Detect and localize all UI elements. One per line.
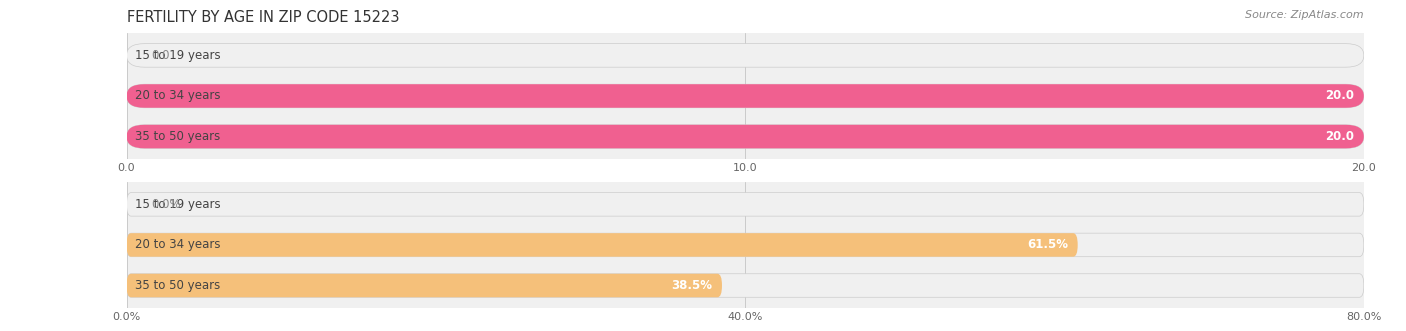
Text: 20 to 34 years: 20 to 34 years	[135, 89, 221, 103]
Text: 0.0: 0.0	[152, 49, 170, 62]
FancyBboxPatch shape	[127, 125, 1364, 148]
Text: 35 to 50 years: 35 to 50 years	[135, 279, 221, 292]
FancyBboxPatch shape	[127, 233, 1078, 257]
Text: FERTILITY BY AGE IN ZIP CODE 15223: FERTILITY BY AGE IN ZIP CODE 15223	[127, 10, 399, 25]
FancyBboxPatch shape	[127, 125, 1364, 148]
Text: 38.5%: 38.5%	[671, 279, 711, 292]
FancyBboxPatch shape	[127, 84, 1364, 108]
Text: 35 to 50 years: 35 to 50 years	[135, 130, 221, 143]
Text: 20.0: 20.0	[1324, 89, 1354, 103]
FancyBboxPatch shape	[127, 193, 1364, 216]
FancyBboxPatch shape	[127, 274, 723, 297]
FancyBboxPatch shape	[127, 44, 1364, 67]
Text: 15 to 19 years: 15 to 19 years	[135, 198, 221, 211]
FancyBboxPatch shape	[127, 233, 1364, 257]
Text: 0.0%: 0.0%	[152, 198, 181, 211]
Text: Source: ZipAtlas.com: Source: ZipAtlas.com	[1246, 10, 1364, 20]
Text: 20 to 34 years: 20 to 34 years	[135, 238, 221, 252]
Text: 15 to 19 years: 15 to 19 years	[135, 49, 221, 62]
Text: 20.0: 20.0	[1324, 130, 1354, 143]
Text: 61.5%: 61.5%	[1026, 238, 1067, 252]
FancyBboxPatch shape	[127, 84, 1364, 108]
FancyBboxPatch shape	[127, 274, 1364, 297]
